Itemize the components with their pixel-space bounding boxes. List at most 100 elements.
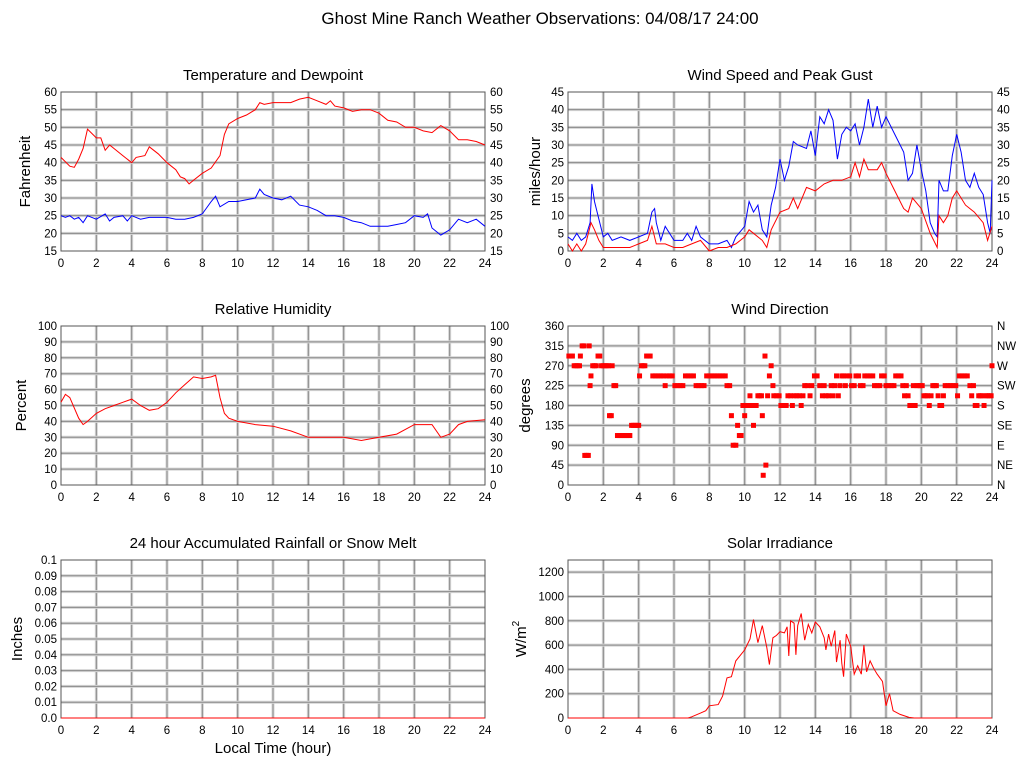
x-tick-label: 18 <box>373 258 386 270</box>
y-right-tick-label: 0 <box>490 480 496 492</box>
data-point <box>730 442 736 448</box>
data-point <box>714 373 720 379</box>
y-right-tick-label: N <box>997 480 1005 492</box>
y-axis-label: Percent <box>13 379 30 432</box>
data-point <box>974 403 980 408</box>
y-right-tick-label: 60 <box>490 87 503 99</box>
data-point <box>690 373 696 379</box>
x-tick-label: 0 <box>58 258 64 270</box>
plot-frame <box>567 325 993 486</box>
data-point <box>814 373 820 379</box>
y-tick-label: 90 <box>44 337 57 349</box>
y-tick-label: 15 <box>551 193 564 205</box>
data-point <box>722 373 728 379</box>
x-tick-label: 14 <box>302 258 315 270</box>
data-point <box>688 373 694 379</box>
x-tick-label: 22 <box>443 725 456 737</box>
data-point <box>709 373 715 379</box>
data-point <box>586 343 592 349</box>
data-point <box>785 393 791 399</box>
data-point <box>660 373 666 379</box>
y-tick-label: 0.06 <box>35 618 57 630</box>
x-tick-label: 4 <box>128 492 135 504</box>
y-tick-label: 1200 <box>538 567 564 579</box>
x-tick-label: 8 <box>706 258 712 270</box>
data-point <box>788 393 794 399</box>
data-point <box>791 393 797 399</box>
x-tick-label: 2 <box>93 492 99 504</box>
data-point <box>740 403 746 408</box>
data-point <box>587 383 593 389</box>
plot-frame <box>567 91 993 252</box>
series-line-relative-humidity <box>60 374 486 442</box>
data-point <box>844 373 850 379</box>
series-line-temperature <box>60 96 486 185</box>
data-point <box>728 413 734 419</box>
data-point <box>771 393 777 399</box>
x-tick-label: 20 <box>408 492 421 504</box>
y-tick-label: 0.01 <box>35 697 57 709</box>
data-point <box>727 383 733 389</box>
y-right-tick-label: N <box>997 321 1005 333</box>
x-tick-label: 2 <box>600 258 606 270</box>
y-axis-label: degrees <box>517 378 534 432</box>
y-tick-label: 0.05 <box>35 634 57 646</box>
y-right-tick-label: 45 <box>490 140 503 152</box>
data-point <box>898 373 904 379</box>
data-point <box>841 373 847 379</box>
y-tick-label: 45 <box>551 460 564 472</box>
x-tick-label: 22 <box>443 258 456 270</box>
data-point <box>770 383 776 389</box>
data-point <box>647 353 653 359</box>
y-right-tick-label: 20 <box>490 448 503 460</box>
data-point <box>609 363 615 369</box>
data-point <box>577 353 583 359</box>
data-point <box>585 452 591 458</box>
y-axis-label-superscript: 2 <box>511 620 522 626</box>
data-point <box>902 393 908 399</box>
x-tick-label: 12 <box>267 258 280 270</box>
data-point <box>910 383 916 389</box>
x-tick-label: 14 <box>809 258 822 270</box>
data-point <box>979 393 985 399</box>
plot-frame <box>567 559 993 719</box>
data-point <box>745 403 751 408</box>
y-right-tick-label: 35 <box>490 175 503 187</box>
data-point <box>794 393 800 399</box>
data-point <box>800 393 806 399</box>
data-point <box>955 393 961 399</box>
y-right-tick-label: 50 <box>490 401 503 413</box>
y-tick-label: 5 <box>558 228 564 240</box>
data-point <box>677 383 683 389</box>
data-point <box>682 373 688 379</box>
data-point <box>870 373 876 379</box>
data-point <box>569 353 575 359</box>
x-tick-label: 22 <box>950 492 963 504</box>
data-point <box>576 363 582 369</box>
y-tick-label: 30 <box>44 193 57 205</box>
x-tick-label: 12 <box>267 492 280 504</box>
data-point <box>895 373 901 379</box>
y-tick-label: 225 <box>545 381 564 393</box>
y-tick-label: 90 <box>551 440 564 452</box>
y-tick-label: 1000 <box>538 591 564 603</box>
x-tick-label: 10 <box>231 725 244 737</box>
data-point <box>877 383 883 389</box>
y-tick-label: 60 <box>44 385 57 397</box>
data-point <box>888 383 894 389</box>
y-tick-label: 180 <box>545 401 564 413</box>
y-right-tick-label: 10 <box>490 464 503 476</box>
y-tick-label: 50 <box>44 122 57 134</box>
x-tick-label: 0 <box>565 725 571 737</box>
chart-title: Wind Direction <box>731 301 829 318</box>
y-tick-label: 15 <box>44 246 57 258</box>
x-tick-label: 18 <box>880 258 893 270</box>
y-tick-label: 0 <box>558 246 564 258</box>
data-point <box>881 373 887 379</box>
y-tick-label: 0 <box>558 480 564 492</box>
data-point <box>751 422 756 428</box>
data-point <box>675 383 681 389</box>
data-point <box>893 373 899 379</box>
chart-title: 24 hour Accumulated Rainfall or Snow Mel… <box>130 535 418 552</box>
